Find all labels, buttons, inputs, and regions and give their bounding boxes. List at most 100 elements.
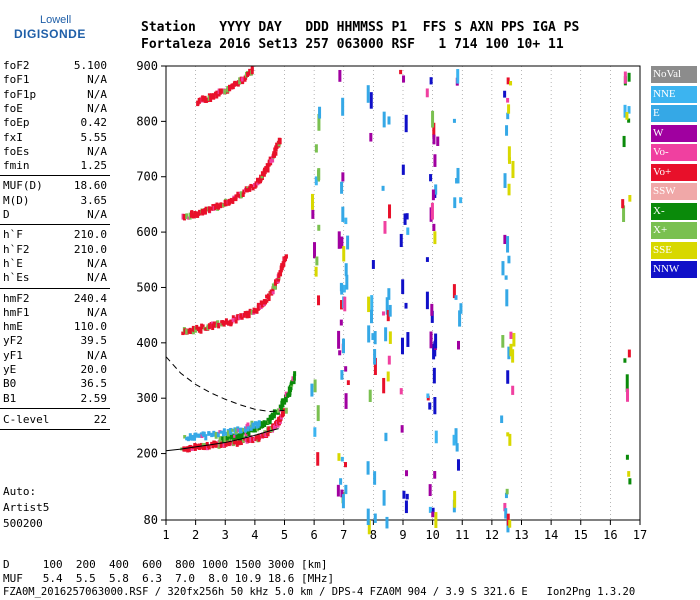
x-tick-label: 10 [425, 528, 439, 542]
trace-mark [226, 85, 230, 93]
y-tick-label: 900 [136, 59, 158, 73]
echo-mark [452, 118, 456, 123]
param-key: B0 [3, 377, 17, 391]
trace-mark [267, 426, 271, 432]
echo-mark [425, 88, 429, 98]
trace-mark [242, 313, 246, 318]
param-value: N/A [87, 87, 107, 101]
header-labels: Station YYYY DAY DDD HHMMSS P1 FFS S AXN… [141, 20, 580, 35]
param-value: 2.59 [80, 391, 108, 405]
param-row-fof1p: foF1p N/A [3, 88, 107, 102]
echo-mark [509, 80, 513, 86]
echo-mark [425, 291, 429, 310]
echo-mark [370, 309, 374, 324]
echo-mark [317, 224, 321, 231]
echo-mark [339, 478, 343, 485]
echo-mark [503, 502, 507, 512]
trace-mark [278, 404, 282, 409]
param-row-d: D N/A [3, 208, 107, 222]
echo-mark [501, 261, 505, 276]
echo-mark [429, 174, 433, 182]
echo-mark [338, 69, 342, 82]
echo-mark [340, 456, 344, 462]
echo-mark [317, 113, 321, 131]
trace-mark [242, 189, 246, 195]
echo-mark [426, 395, 430, 401]
param-row-ye: yE 20.0 [3, 363, 107, 377]
echo-mark [317, 168, 321, 181]
trace-mark [272, 414, 276, 419]
trace-mark [181, 331, 185, 336]
echo-mark [368, 389, 372, 402]
trace-mark [259, 174, 263, 179]
trace-mark [207, 431, 211, 435]
trace-mark [257, 420, 261, 427]
trace-mark [217, 322, 221, 329]
echo-mark [387, 355, 391, 365]
echo-mark [386, 310, 390, 322]
echo-mark [401, 279, 405, 295]
echo-mark [388, 331, 392, 344]
logo-lowell: Lowell [40, 14, 72, 26]
param-key: hmF1 [3, 305, 30, 319]
trace-mark [201, 324, 205, 329]
trace-mark [237, 440, 241, 446]
trace-mark [185, 213, 189, 220]
param-key: foF1 [3, 73, 30, 87]
trace-mark [183, 435, 187, 439]
echo-mark [434, 333, 438, 349]
echo-mark [454, 295, 458, 300]
trace-mark [204, 327, 208, 331]
echo-mark [369, 132, 373, 142]
echo-mark [507, 104, 511, 114]
param-value: 240.4 [73, 291, 107, 305]
trace-mark [244, 431, 248, 437]
profile-curve-dashed [165, 356, 285, 413]
trace-mark [248, 68, 252, 74]
trace-mark [223, 435, 227, 443]
trace-mark [213, 203, 217, 211]
echo-mark [428, 506, 432, 513]
echo-mark [456, 69, 460, 84]
echo-mark [343, 296, 347, 312]
echo-mark [400, 337, 404, 355]
echo-mark [625, 454, 629, 460]
panel-separator [0, 407, 110, 409]
x-tick-label: 7 [340, 528, 347, 542]
panel-separator [0, 175, 110, 177]
echo-mark [504, 275, 508, 280]
echo-mark [403, 213, 407, 225]
trace-mark [228, 434, 232, 439]
param-row-hme: hmE 110.0 [3, 320, 107, 334]
trace-mark [284, 254, 288, 259]
trace-mark [219, 203, 223, 209]
echo-mark [387, 116, 391, 125]
trace-mark [287, 386, 291, 394]
echo-mark [313, 427, 317, 437]
trace-mark [253, 183, 257, 188]
trace-mark [220, 88, 224, 94]
trace-mark [204, 434, 208, 441]
trace-mark [212, 321, 216, 327]
param-value: 210.0 [73, 228, 107, 242]
echo-mark [341, 338, 345, 354]
param-row-fof2: foF2 5.100 [3, 59, 107, 73]
trace-mark [269, 161, 273, 166]
trace-mark [233, 434, 237, 438]
echo-mark [344, 366, 348, 372]
trace-mark [238, 77, 242, 85]
echo-mark [310, 383, 314, 397]
echo-mark [404, 302, 408, 309]
echo-mark [627, 471, 631, 477]
trace-mark [232, 81, 236, 87]
echo-mark [506, 432, 510, 437]
trace-mark [219, 430, 223, 434]
echo-mark [452, 284, 456, 299]
echo-mark [382, 490, 386, 506]
echo-mark [401, 164, 405, 175]
x-tick-label: 13 [514, 528, 528, 542]
trace-mark [248, 308, 252, 314]
echo-mark [345, 274, 349, 290]
param-row-yf2: yF2 39.5 [3, 334, 107, 348]
trace-mark [226, 430, 230, 437]
